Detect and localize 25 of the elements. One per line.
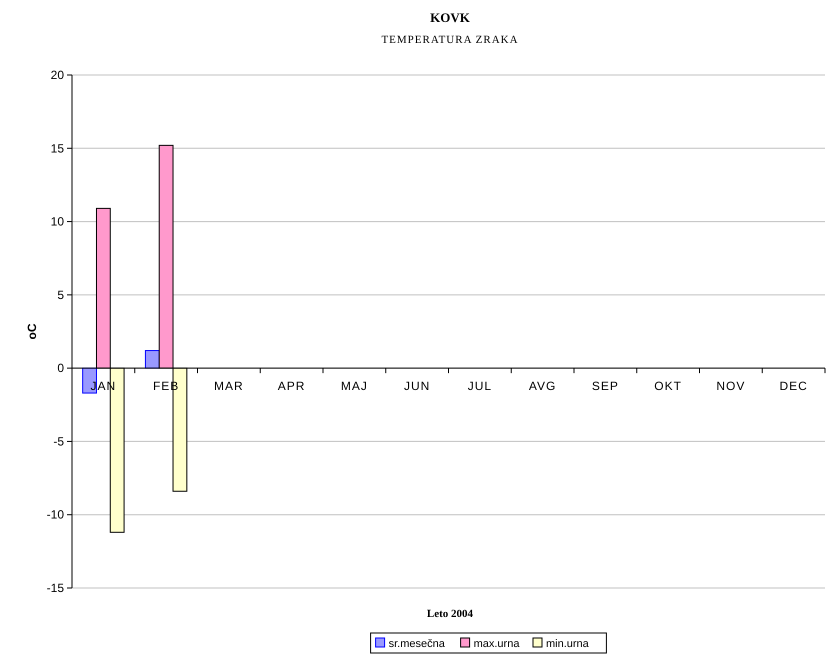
legend-label: sr.mesečna xyxy=(388,638,446,650)
y-tick-label: 20 xyxy=(50,68,64,82)
y-axis-title: oC xyxy=(25,323,39,340)
x-tick-label: NOV xyxy=(716,379,746,394)
legend-label: min.urna xyxy=(546,638,590,650)
y-tick-label: 10 xyxy=(50,214,64,229)
x-tick-label: MAR xyxy=(214,379,244,394)
x-tick-label: SEP xyxy=(592,379,619,394)
y-tick-label: -5 xyxy=(53,434,64,448)
x-tick-label: JUN xyxy=(404,379,430,394)
y-tick-label: 5 xyxy=(57,288,64,302)
y-tick-label: -15 xyxy=(46,581,64,595)
y-tick-label: 0 xyxy=(57,361,64,376)
x-tick-label: JUL xyxy=(468,379,492,394)
x-tick-label: DEC xyxy=(779,379,808,394)
x-axis-title: Leto 2004 xyxy=(426,608,474,620)
chart-subtitle: TEMPERATURA ZRAKA xyxy=(381,34,519,46)
legend-label: max.urna xyxy=(474,638,520,650)
x-tick-label: OKT xyxy=(654,379,682,394)
y-tick-label: 15 xyxy=(50,141,64,156)
x-tick-label: MAJ xyxy=(340,379,368,394)
x-tick-label: AVG xyxy=(528,379,556,394)
chart-title: KOVK xyxy=(430,10,471,25)
x-tick-label: APR xyxy=(278,379,306,394)
y-tick-label: -10 xyxy=(46,508,64,522)
